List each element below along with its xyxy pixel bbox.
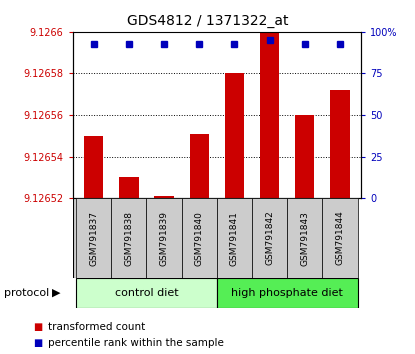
Text: ■: ■ [33, 338, 42, 348]
FancyBboxPatch shape [217, 278, 358, 308]
Bar [190, 134, 209, 198]
Bar [84, 136, 103, 198]
Bar [295, 115, 315, 198]
Bar [330, 90, 349, 198]
Bar [225, 73, 244, 198]
Text: control diet: control diet [115, 288, 178, 298]
Text: transformed count: transformed count [48, 322, 145, 332]
FancyBboxPatch shape [322, 198, 358, 278]
Text: ▶: ▶ [52, 288, 60, 298]
FancyBboxPatch shape [111, 198, 146, 278]
FancyBboxPatch shape [217, 198, 252, 278]
FancyBboxPatch shape [73, 198, 354, 278]
FancyBboxPatch shape [76, 198, 111, 278]
Text: protocol: protocol [4, 288, 49, 298]
Bar [154, 196, 174, 198]
FancyBboxPatch shape [182, 198, 217, 278]
Text: percentile rank within the sample: percentile rank within the sample [48, 338, 224, 348]
Text: GSM791844: GSM791844 [335, 211, 344, 266]
FancyBboxPatch shape [76, 278, 217, 308]
Text: high phosphate diet: high phosphate diet [231, 288, 343, 298]
Text: GSM791837: GSM791837 [89, 211, 98, 266]
FancyBboxPatch shape [146, 198, 182, 278]
Text: GSM791839: GSM791839 [160, 211, 168, 266]
Text: GDS4812 / 1371322_at: GDS4812 / 1371322_at [127, 14, 288, 28]
Text: GSM791838: GSM791838 [124, 211, 133, 266]
Text: ■: ■ [33, 322, 42, 332]
Text: GSM791843: GSM791843 [300, 211, 309, 266]
Bar [260, 0, 279, 198]
FancyBboxPatch shape [252, 198, 287, 278]
FancyBboxPatch shape [287, 198, 322, 278]
Bar [119, 177, 139, 198]
Text: GSM791842: GSM791842 [265, 211, 274, 266]
Text: GSM791840: GSM791840 [195, 211, 204, 266]
Text: GSM791841: GSM791841 [230, 211, 239, 266]
